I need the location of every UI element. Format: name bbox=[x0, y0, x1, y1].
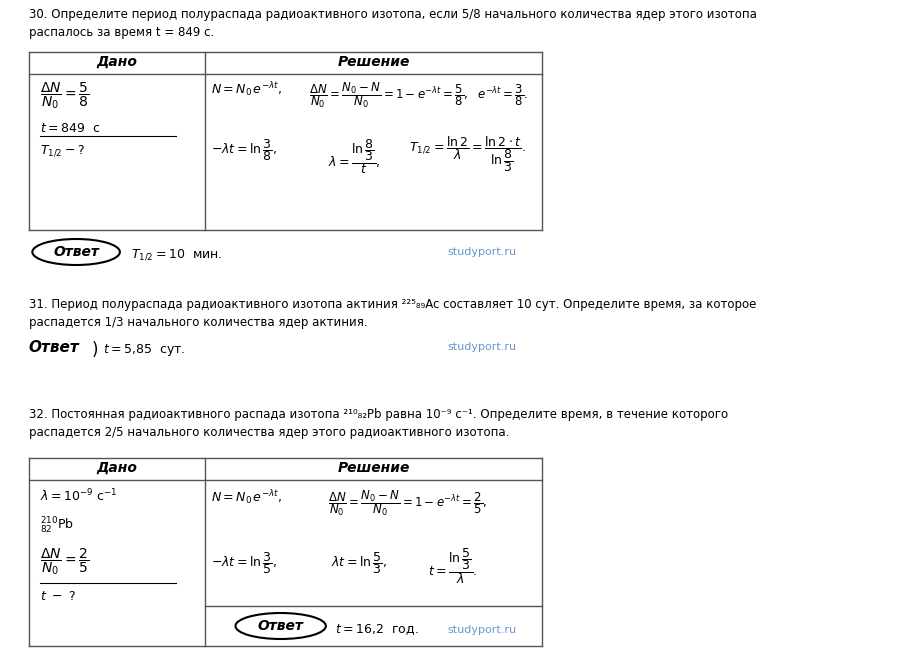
Text: Решение: Решение bbox=[337, 461, 409, 475]
Text: $^{210}_{82}\text{Pb}$: $^{210}_{82}\text{Pb}$ bbox=[40, 516, 74, 536]
Text: 31. Период полураспада радиоактивного изотопа актиния ²²⁵₈₉Ac составляет 10 сут.: 31. Период полураспада радиоактивного из… bbox=[28, 298, 755, 329]
Text: $T_{1/2} - ?$: $T_{1/2} - ?$ bbox=[40, 143, 85, 158]
Text: $-\lambda t = \ln\dfrac{3}{8},$: $-\lambda t = \ln\dfrac{3}{8},$ bbox=[211, 137, 277, 163]
Text: $t\ -\ ?$: $t\ -\ ?$ bbox=[40, 590, 76, 603]
Text: $\dfrac{\Delta N}{N_0} = \dfrac{2}{5}$: $\dfrac{\Delta N}{N_0} = \dfrac{2}{5}$ bbox=[40, 546, 89, 577]
Text: $\dfrac{\Delta N}{N_0} = \dfrac{N_0 - N}{N_0} = 1 - e^{-\lambda t} = \dfrac{5}{8: $\dfrac{\Delta N}{N_0} = \dfrac{N_0 - N}… bbox=[309, 80, 527, 110]
Text: $\dfrac{\Delta N}{N_0} = \dfrac{5}{8}$: $\dfrac{\Delta N}{N_0} = \dfrac{5}{8}$ bbox=[40, 80, 89, 111]
Text: 32. Постоянная радиоактивного распада изотопа ²¹⁰₈₂Pb равна 10⁻⁹ с⁻¹. Определите: 32. Постоянная радиоактивного распада из… bbox=[28, 408, 727, 439]
Text: Ответ: Ответ bbox=[258, 619, 303, 633]
Text: $t = 16{,}2\ \ \text{год.}$: $t = 16{,}2\ \ \text{год.}$ bbox=[334, 623, 418, 637]
Text: studyport.ru: studyport.ru bbox=[446, 247, 516, 257]
Text: studyport.ru: studyport.ru bbox=[446, 342, 516, 352]
Text: Решение: Решение bbox=[337, 55, 409, 69]
Text: $\lambda = \dfrac{\ln\dfrac{8}{3}}{t},$: $\lambda = \dfrac{\ln\dfrac{8}{3}}{t},$ bbox=[328, 137, 381, 176]
Text: $-\lambda t = \ln\dfrac{3}{5},$: $-\lambda t = \ln\dfrac{3}{5},$ bbox=[211, 550, 277, 576]
Text: ): ) bbox=[91, 341, 97, 359]
Text: $\dfrac{\Delta N}{N_0} = \dfrac{N_0 - N}{N_0} = 1 - e^{-\lambda t} = \dfrac{2}{5: $\dfrac{\Delta N}{N_0} = \dfrac{N_0 - N}… bbox=[328, 488, 487, 518]
Text: Ответ: Ответ bbox=[28, 340, 79, 355]
Text: $T_{1/2} = \dfrac{\ln 2}{\lambda} = \dfrac{\ln 2 \cdot t}{\ln\dfrac{8}{3}}.$: $T_{1/2} = \dfrac{\ln 2}{\lambda} = \dfr… bbox=[409, 134, 525, 174]
Text: Дано: Дано bbox=[96, 55, 137, 69]
Text: 30. Определите период полураспада радиоактивного изотопа, если 5/8 начального ко: 30. Определите период полураспада радиоа… bbox=[28, 8, 755, 39]
Text: $t = 849$  с: $t = 849$ с bbox=[40, 122, 100, 135]
Text: $t = 5{,}85\ \ \text{сут.}$: $t = 5{,}85\ \ \text{сут.}$ bbox=[103, 342, 185, 358]
Text: $t = \dfrac{\ln\dfrac{5}{3}}{\lambda}.$: $t = \dfrac{\ln\dfrac{5}{3}}{\lambda}.$ bbox=[427, 546, 477, 586]
Text: $\lambda = 10^{-9}\ \text{с}^{-1}$: $\lambda = 10^{-9}\ \text{с}^{-1}$ bbox=[40, 488, 118, 505]
Text: Ответ: Ответ bbox=[53, 245, 99, 259]
Text: $N = N_0\, e^{-\lambda t},$: $N = N_0\, e^{-\lambda t},$ bbox=[211, 80, 282, 98]
Text: studyport.ru: studyport.ru bbox=[446, 625, 516, 635]
Text: $\lambda t = \ln\dfrac{5}{3},$: $\lambda t = \ln\dfrac{5}{3},$ bbox=[331, 550, 386, 576]
Text: $T_{1/2} = 10\ \ \text{мин.}$: $T_{1/2} = 10\ \ \text{мин.}$ bbox=[131, 247, 222, 262]
Text: Дано: Дано bbox=[96, 461, 137, 475]
Text: $N = N_0\, e^{-\lambda t},$: $N = N_0\, e^{-\lambda t},$ bbox=[211, 488, 282, 506]
